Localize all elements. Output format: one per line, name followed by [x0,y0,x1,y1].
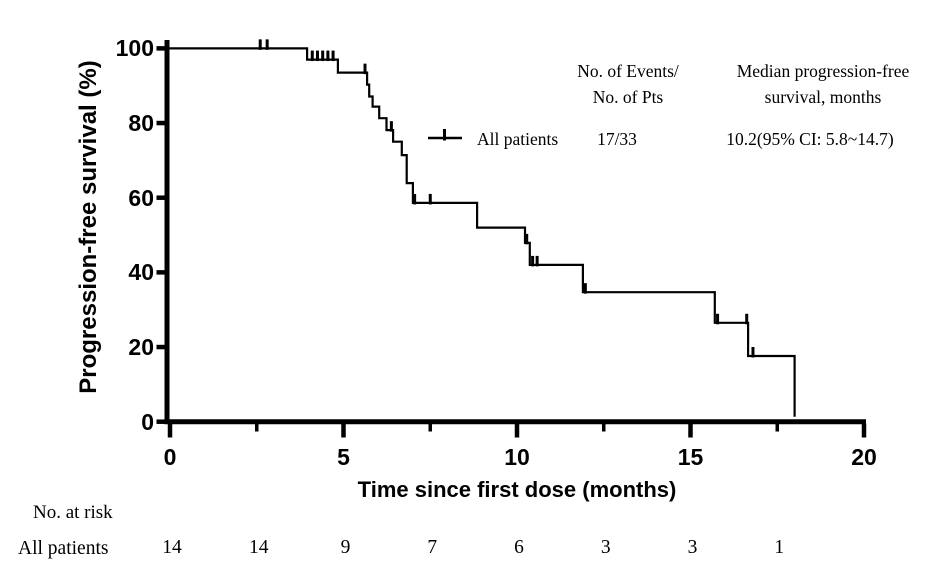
x-tick-label-10: 10 [504,444,530,470]
y-tick-label-60: 60 [128,184,154,211]
legend-series-label: All patients [477,129,559,149]
risk-value: 1 [774,537,785,558]
risk-value: 14 [249,537,269,558]
risk-value: 6 [514,537,524,558]
median-header-line2: survival, months [764,87,882,107]
legend-events-value: 17/33 [597,129,637,149]
events-header-line1: No. of Events/ [577,61,679,81]
y-tick-label-100: 100 [115,35,154,62]
median-header-line1: Median progression-free [736,61,910,81]
events-header-line2: No. of Pts [592,87,664,107]
risk-value: 3 [600,537,611,558]
risk-value: 9 [340,537,351,558]
y-tick-label-0: 0 [141,408,154,435]
risk-value: 14 [162,537,182,558]
x-axis-title: Time since first dose (months) [357,477,677,502]
risk-table-title: No. at risk [33,502,113,523]
risk-value: 7 [427,537,438,558]
y-tick-label-80: 80 [128,110,154,137]
median-column-header: Median progression-free survival, months [693,58,931,110]
x-tick-label-15: 15 [677,444,704,470]
x-tick-label-0: 0 [163,444,177,470]
y-axis-title: Progression-free survival (%) [75,60,102,394]
x-tick-label-5: 5 [337,444,350,470]
y-tick-label-40: 40 [128,259,154,286]
x-tick-label-20: 20 [851,444,877,470]
km-curve-all-patients [167,47,796,417]
events-column-header: No. of Events/ No. of Pts [518,58,738,110]
risk-table-row-label: All patients [18,538,109,559]
y-tick-label-20: 20 [128,334,154,361]
risk-value: 3 [687,537,698,558]
legend-median-value: 10.2(95% CI: 5.8~14.7) [726,129,894,149]
